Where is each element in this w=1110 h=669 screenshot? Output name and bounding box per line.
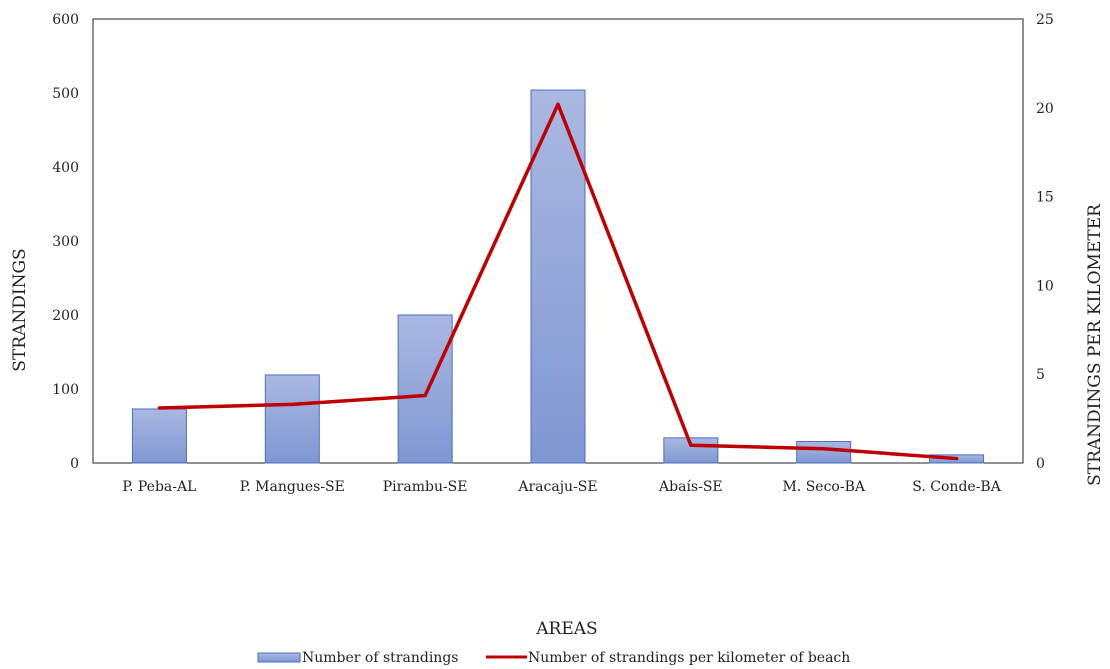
y2-tick-2: 10 [1036,278,1054,294]
right-axis-ticks: 0 5 10 15 20 25 [1036,12,1054,472]
bar-2 [264,374,320,464]
line-per-km [157,102,959,461]
x-tick-7: S. Conde-BA [912,479,1001,495]
bar-6 [796,441,852,464]
x-tick-5: Abaís-SE [658,479,723,495]
legend-bar-label: Number of strandings [302,650,458,666]
y2-tick-1: 5 [1036,367,1045,383]
legend: Number of strandings Number of stranding… [257,650,850,666]
y2-axis-title: STRANDINGS PER KILOMETER [1085,203,1105,486]
y-tick-1: 100 [52,382,79,398]
x-tick-2: P. Mangues-SE [240,479,345,495]
y-tick-4: 400 [52,160,79,176]
legend-bar-swatch [257,652,301,663]
y2-tick-3: 15 [1036,190,1054,206]
y2-tick-0: 0 [1036,456,1045,472]
x-tick-3: Pirambu-SE [383,479,468,495]
x-tick-6: M. Seco-BA [782,479,865,495]
bar-3 [397,314,453,464]
y-tick-3: 300 [52,234,79,250]
legend-line-label: Number of strandings per kilometer of be… [528,650,850,666]
y-tick-6: 600 [52,12,79,28]
y2-tick-5: 25 [1036,12,1054,28]
bar-series [131,89,985,464]
y-tick-2: 200 [52,308,79,324]
x-axis-tick-labels: P. Peba-AL P. Mangues-SE Pirambu-SE Aracaju… [122,479,1001,495]
y-tick-0: 0 [70,456,79,472]
x-axis-title: AREAS [535,619,597,639]
y-tick-5: 500 [52,86,79,102]
line-series [157,102,959,461]
y-axis-title: STRANDINGS [10,248,30,371]
left-axis-ticks: 0 100 200 300 400 500 600 [52,12,79,472]
x-tick-4: Aracaju-SE [517,479,597,495]
bar-1 [131,408,187,464]
x-tick-1: P. Peba-AL [122,479,196,495]
y2-tick-4: 20 [1036,101,1054,117]
